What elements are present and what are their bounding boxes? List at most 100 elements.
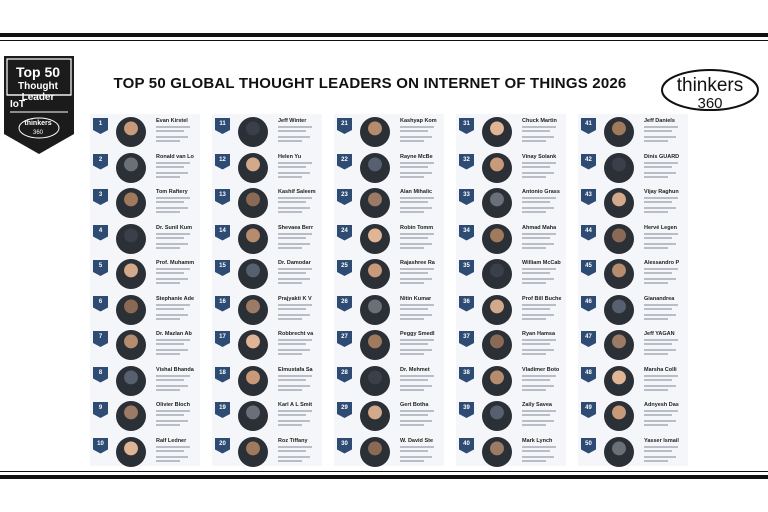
leader-detail-line	[522, 349, 554, 351]
leader-name: Vijay Raghun	[644, 189, 679, 195]
leader-card[interactable]: 25 Rajashree Ra	[334, 256, 444, 291]
leader-card[interactable]: 46 Gianandrea	[578, 292, 688, 327]
leader-photo	[360, 259, 390, 289]
leader-card[interactable]: 17 Robbrecht va	[212, 327, 322, 362]
leader-card[interactable]: 24 Robin Tomm	[334, 221, 444, 256]
leader-detail-line	[278, 459, 302, 462]
leader-card[interactable]: 32 Vinay Solank	[456, 150, 566, 185]
leader-card[interactable]: 50 Yasser Ismail	[578, 434, 688, 469]
rank-badge: 21	[337, 118, 352, 134]
leader-card[interactable]: 43 Vijay Raghun	[578, 185, 688, 220]
leader-detail-line	[278, 207, 310, 209]
leader-card[interactable]: 23 Alan Mihalic	[334, 185, 444, 220]
leader-name: Kashif Saleem	[278, 189, 316, 195]
leader-card[interactable]: 41 Jeff Daniels	[578, 114, 688, 149]
leader-detail-line	[156, 424, 180, 426]
rank-badge: 45	[581, 260, 596, 276]
leader-card[interactable]: 13 Kashif Saleem	[212, 185, 322, 220]
leader-card[interactable]: 8 Vishal Bhanda	[90, 363, 200, 398]
leader-card[interactable]: 1 Evan Kirstel	[90, 114, 200, 149]
leader-detail-line	[644, 303, 678, 306]
leader-detail-line	[522, 459, 546, 462]
rank-badge: 49	[581, 402, 596, 418]
leader-name: Ahmad Maha	[522, 224, 557, 231]
rank-badge: 35	[459, 260, 474, 276]
leader-detail-line	[644, 130, 672, 132]
leader-card[interactable]: 19 Karl A L Smit	[212, 398, 322, 433]
leader-detail-line	[522, 445, 556, 448]
leader-detail-line	[522, 303, 556, 306]
leader-card[interactable]: 47 Jeff YAGAN	[578, 327, 688, 362]
leader-card[interactable]: 31 Chuck Martin	[456, 114, 566, 149]
leader-detail-line	[156, 165, 184, 168]
leader-detail-line	[522, 126, 556, 128]
leader-name: William McCab	[522, 260, 561, 266]
leader-detail-line	[278, 130, 306, 132]
leader-card[interactable]: 10 Ralf Ledner	[90, 434, 200, 469]
leader-card[interactable]: 20 Roz Tiffany	[212, 434, 322, 469]
leader-detail-line	[522, 410, 556, 412]
leader-detail-line	[278, 272, 306, 274]
leader-name: Alan Mihalic	[400, 189, 433, 195]
leader-card[interactable]: 11 Jeff Winter	[212, 114, 322, 149]
leader-card[interactable]: 33 Antonio Grass	[456, 185, 566, 220]
leader-photo	[238, 152, 268, 183]
leader-detail-line	[644, 197, 678, 199]
leader-photo	[360, 436, 390, 467]
leader-card[interactable]: 7 Dr. Mazlan Ab	[90, 327, 200, 362]
leader-detail-line	[278, 313, 310, 316]
leader-card[interactable]: 14 Shevaea Berr	[212, 221, 322, 256]
leader-card[interactable]: 3 Tom Raftery	[90, 185, 200, 220]
leader-detail-line	[156, 268, 190, 270]
leader-card[interactable]: 21 Kashyap Kom	[334, 114, 444, 149]
leader-detail-line	[644, 232, 678, 235]
leader-detail-line	[278, 343, 306, 345]
leader-card[interactable]: 16 Prajyakti K V	[212, 292, 322, 327]
leader-name: Rayne McBe	[400, 153, 433, 160]
leader-detail-line	[278, 126, 312, 128]
leader-card[interactable]: 40 Mark Lynch	[456, 434, 566, 469]
leader-card[interactable]: 39 Zaily Savea	[456, 398, 566, 433]
rank-badge: 26	[337, 295, 352, 312]
leader-card[interactable]: 4 Dr. Sunil Kum	[90, 221, 200, 256]
leader-card[interactable]: 9 Olivier Bloch	[90, 398, 200, 433]
leader-detail-line	[156, 414, 184, 416]
leader-card[interactable]: 34 Ahmad Maha	[456, 221, 566, 256]
rank-badge: 31	[459, 118, 474, 134]
leader-card[interactable]: 30 W. David Ste	[334, 434, 444, 469]
leader-card[interactable]: 36 Prof Bill Buche	[456, 292, 566, 327]
leader-detail-line	[400, 414, 428, 416]
leader-name: Ralf Ledner	[156, 437, 187, 444]
leader-detail-line	[644, 378, 672, 381]
leader-card[interactable]: 6 Stephanie Ade	[90, 292, 200, 327]
leader-photo	[604, 330, 634, 360]
leader-card[interactable]: 27 Peggy Smedl	[334, 327, 444, 362]
leader-detail-line	[400, 278, 432, 280]
leader-card[interactable]: 45 Alessandro P	[578, 256, 688, 291]
leader-card[interactable]: 18 Elmustafa Sa	[212, 363, 322, 398]
thinkers360-logo: thinkers 360	[660, 66, 760, 118]
leader-detail-line	[522, 307, 550, 310]
leader-card[interactable]: 49 Adnyesh Das	[578, 398, 688, 433]
leader-detail-line	[644, 161, 678, 164]
leader-card[interactable]: 48 Marsha Colli	[578, 363, 688, 398]
leader-card[interactable]: 29 Gert Botha	[334, 398, 444, 433]
leader-card[interactable]: 5 Prof. Muhamm	[90, 256, 200, 291]
leader-card[interactable]: 35 William McCab	[456, 256, 566, 291]
leader-detail-line	[644, 410, 678, 412]
leader-photo	[604, 365, 634, 396]
leader-card[interactable]: 44 Hervé Legen	[578, 221, 688, 256]
leader-card[interactable]: 37 Ryan Hamsa	[456, 327, 566, 362]
leader-card[interactable]: 12 Helen Yu	[212, 150, 322, 185]
leader-card[interactable]: 15 Dr. Damodar	[212, 256, 322, 291]
leader-card[interactable]: 42 Dinis GUARD	[578, 150, 688, 185]
leader-card[interactable]: 28 Dr. Mehmet	[334, 363, 444, 398]
leader-detail-line	[156, 242, 188, 245]
rank-badge: 43	[581, 189, 596, 205]
leader-card[interactable]: 22 Rayne McBe	[334, 150, 444, 185]
leader-card[interactable]: 2 Ronald van Lo	[90, 150, 200, 185]
leader-detail-line	[522, 449, 550, 452]
leader-card[interactable]: 38 Vladimer Boto	[456, 363, 566, 398]
leader-card[interactable]: 26 Nitin Kumar	[334, 292, 444, 327]
leader-detail-line	[644, 420, 676, 422]
